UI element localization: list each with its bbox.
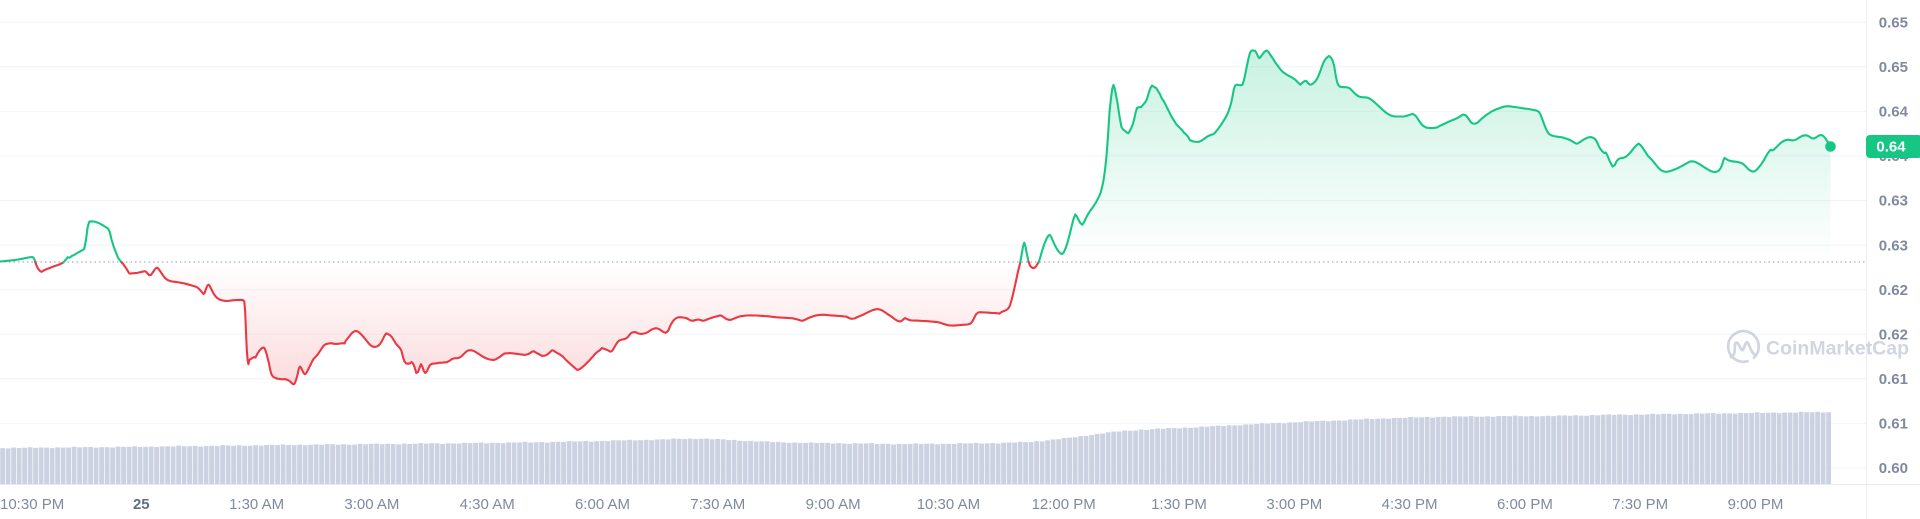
svg-text:0.63: 0.63 <box>1879 193 1908 210</box>
svg-text:0.64: 0.64 <box>1879 104 1909 121</box>
svg-text:1:30 AM: 1:30 AM <box>229 496 284 513</box>
svg-text:6:00 AM: 6:00 AM <box>575 496 630 513</box>
svg-text:7:30 AM: 7:30 AM <box>690 496 745 513</box>
svg-text:0.65: 0.65 <box>1879 59 1908 76</box>
svg-text:3:00 AM: 3:00 AM <box>344 496 399 513</box>
svg-text:0.60: 0.60 <box>1879 460 1908 477</box>
svg-text:CoinMarketCap: CoinMarketCap <box>1766 338 1909 360</box>
svg-text:1:30 PM: 1:30 PM <box>1151 496 1207 513</box>
svg-text:0.61: 0.61 <box>1879 416 1908 433</box>
svg-text:9:00 PM: 9:00 PM <box>1728 496 1784 513</box>
svg-text:0.64: 0.64 <box>1876 139 1906 156</box>
svg-text:12:00 PM: 12:00 PM <box>1032 496 1096 513</box>
svg-text:4:30 AM: 4:30 AM <box>460 496 515 513</box>
svg-text:6:00 PM: 6:00 PM <box>1497 496 1553 513</box>
svg-text:9:00 AM: 9:00 AM <box>806 496 861 513</box>
svg-text:0.63: 0.63 <box>1879 237 1908 254</box>
svg-text:10:30 AM: 10:30 AM <box>917 496 980 513</box>
svg-text:7:30 PM: 7:30 PM <box>1612 496 1668 513</box>
svg-text:0.61: 0.61 <box>1879 371 1908 388</box>
svg-text:3:00 PM: 3:00 PM <box>1266 496 1322 513</box>
svg-text:4:30 PM: 4:30 PM <box>1382 496 1438 513</box>
svg-text:0.62: 0.62 <box>1879 327 1908 344</box>
svg-text:25: 25 <box>133 496 150 513</box>
svg-text:0.62: 0.62 <box>1879 282 1908 299</box>
svg-text:10:30 PM: 10:30 PM <box>0 496 64 513</box>
svg-text:0.65: 0.65 <box>1879 14 1908 31</box>
